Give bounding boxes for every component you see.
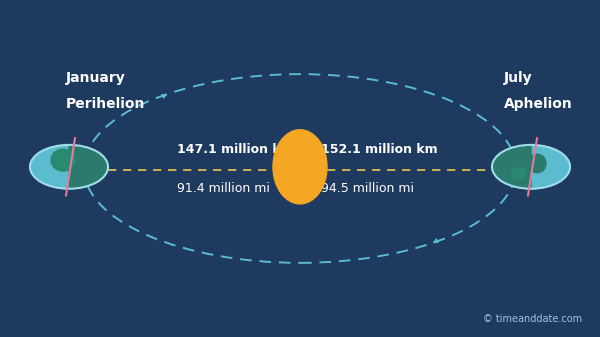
Ellipse shape xyxy=(77,168,92,182)
Ellipse shape xyxy=(273,130,327,204)
Text: 94.5 million mi: 94.5 million mi xyxy=(321,182,414,195)
Circle shape xyxy=(492,145,570,189)
Text: © timeanddate.com: © timeanddate.com xyxy=(483,313,582,324)
Text: January: January xyxy=(66,70,126,85)
Text: 91.4 million mi: 91.4 million mi xyxy=(177,182,270,195)
Wedge shape xyxy=(69,145,108,189)
Ellipse shape xyxy=(511,167,527,179)
Text: 152.1 million km: 152.1 million km xyxy=(321,144,437,156)
Ellipse shape xyxy=(51,149,75,171)
Circle shape xyxy=(30,145,108,189)
Text: Aphelion: Aphelion xyxy=(504,97,573,112)
Ellipse shape xyxy=(528,154,546,173)
Text: Perihelion: Perihelion xyxy=(66,97,145,112)
Text: July: July xyxy=(504,70,533,85)
Wedge shape xyxy=(492,145,531,189)
Text: 147.1 million km: 147.1 million km xyxy=(177,144,293,156)
